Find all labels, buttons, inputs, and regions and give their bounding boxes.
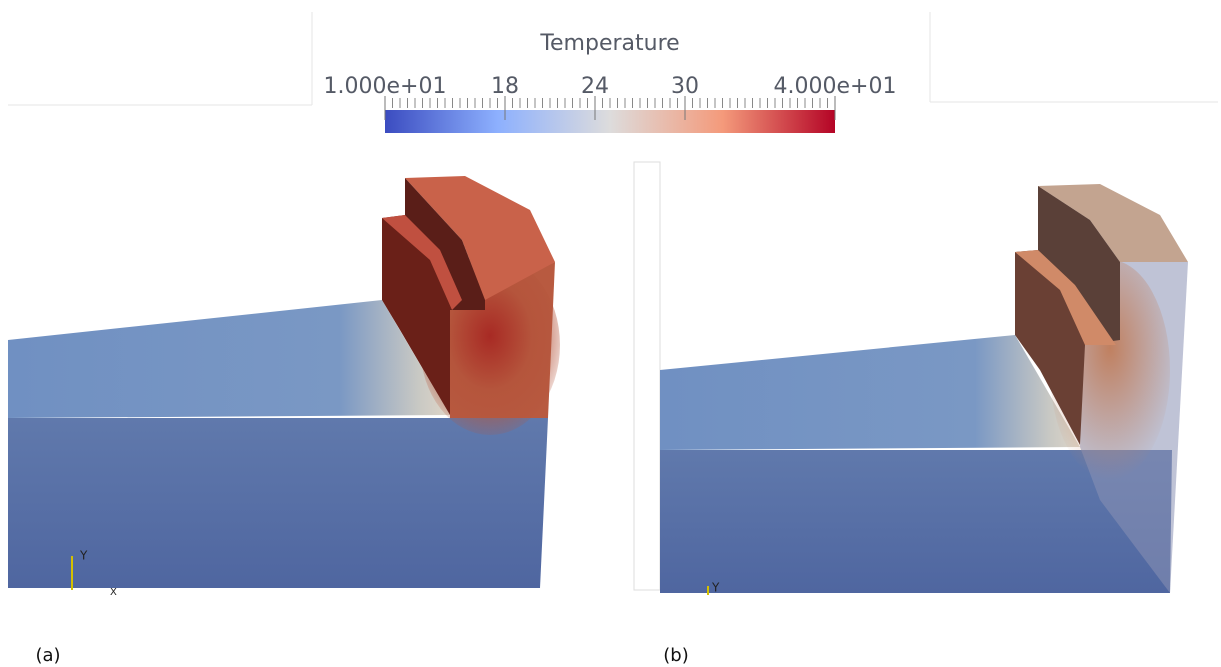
- tick-label: 4.000e+01: [774, 74, 897, 99]
- axis-label: Y: [711, 581, 720, 595]
- render-b: [660, 184, 1188, 593]
- panel-label: (b): [663, 645, 688, 666]
- axis-label: Y: [79, 549, 88, 563]
- tick-label: 18: [491, 74, 519, 99]
- render-a: [8, 176, 560, 588]
- tick-label: 24: [581, 74, 609, 99]
- minor-ticks: [384, 98, 836, 108]
- tick-label: 30: [671, 74, 699, 99]
- colorbar-ticks: 1.000e+01 18 24 30 4.000e+01: [324, 74, 897, 120]
- axis-label: X: [110, 587, 117, 598]
- panel-label: (a): [35, 645, 60, 666]
- tick-label: 1.000e+01: [324, 74, 447, 99]
- colorbar-title: Temperature: [539, 31, 679, 56]
- colorbar: [385, 110, 835, 133]
- frame: [633, 161, 661, 591]
